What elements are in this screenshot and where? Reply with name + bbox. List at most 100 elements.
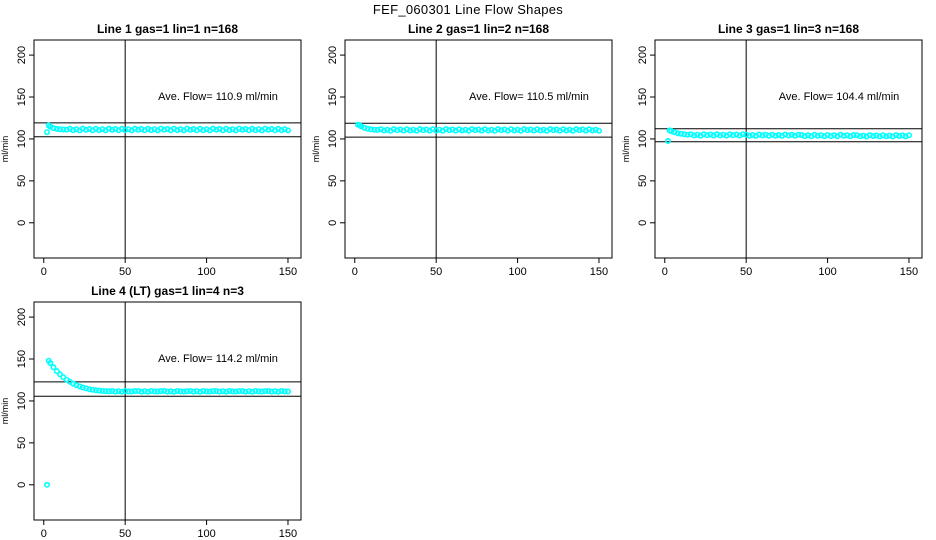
data-point xyxy=(141,388,148,395)
data-point xyxy=(275,388,282,395)
x-tick-label: 100 xyxy=(197,266,215,278)
data-point xyxy=(83,126,90,133)
data-point xyxy=(200,127,207,134)
y-tick-label: 200 xyxy=(637,46,649,64)
data-point xyxy=(700,131,707,138)
data-point xyxy=(174,387,181,394)
plot-frame xyxy=(33,39,302,259)
data-point xyxy=(180,388,187,395)
data-point xyxy=(563,127,570,134)
data-point xyxy=(50,364,57,371)
data-point xyxy=(47,359,54,366)
data-point xyxy=(223,388,230,395)
y-tick-label: 50 xyxy=(327,175,339,187)
data-point xyxy=(281,388,288,395)
data-point xyxy=(135,387,142,394)
data-point xyxy=(213,126,220,133)
data-point xyxy=(187,126,194,133)
ave-flow-annotation: Ave. Flow= 110.5 ml/min xyxy=(469,91,589,103)
data-point xyxy=(145,388,152,395)
data-point xyxy=(775,132,782,139)
data-point xyxy=(268,388,275,395)
y-tick-label: 0 xyxy=(637,220,649,226)
data-point xyxy=(226,387,233,394)
data-point xyxy=(219,388,226,395)
y-axis-label: ml/min xyxy=(0,136,10,163)
y-tick-label: 200 xyxy=(327,46,339,64)
data-point xyxy=(262,388,269,395)
ave-flow-annotation: Ave. Flow= 110.9 ml/min xyxy=(158,91,278,103)
data-point xyxy=(226,127,233,134)
data-point xyxy=(232,388,239,395)
data-point xyxy=(749,132,756,139)
data-point xyxy=(206,388,213,395)
data-point xyxy=(161,387,168,394)
data-point xyxy=(102,388,109,395)
data-point xyxy=(109,387,116,394)
data-point xyxy=(70,127,77,134)
y-tick-label: 50 xyxy=(637,175,649,187)
data-point xyxy=(905,132,912,139)
data-point xyxy=(707,131,714,138)
data-point xyxy=(746,132,753,139)
x-tick-label: 150 xyxy=(279,528,297,540)
data-point xyxy=(896,133,903,140)
data-point xyxy=(43,129,50,136)
x-tick-label: 0 xyxy=(41,528,47,540)
y-tick-label: 200 xyxy=(16,46,28,64)
data-point xyxy=(818,132,825,139)
y-tick-label: 50 xyxy=(16,175,28,187)
data-point xyxy=(148,387,155,394)
y-tick-label: 100 xyxy=(16,130,28,148)
data-point xyxy=(720,131,727,138)
subplot-2: 0 50 100 150 0 50 100 150 200 ml/min Line 2 gas=1 … xyxy=(311,22,613,278)
data-point xyxy=(151,388,158,395)
y-tick-label: 150 xyxy=(327,88,339,106)
subplot-1: 0 50 100 150 0 50 100 150 200 ml/min Line 1 gas=1 … xyxy=(0,22,302,278)
x-tick-label: 50 xyxy=(740,266,752,278)
x-tick-label: 0 xyxy=(662,266,668,278)
data-point xyxy=(782,131,789,138)
data-point xyxy=(511,127,518,134)
data-point xyxy=(420,127,427,134)
subplot-3: 0 50 100 150 0 50 100 150 200 ml/min Line 3 gas=1 … xyxy=(621,22,923,278)
data-point xyxy=(459,127,466,134)
data-point xyxy=(566,126,573,133)
data-point xyxy=(892,132,899,139)
data-point xyxy=(472,127,479,134)
data-point xyxy=(89,386,96,393)
y-tick-label: 0 xyxy=(16,220,28,226)
x-tick-label: 100 xyxy=(197,528,215,540)
data-point xyxy=(883,133,890,140)
data-point xyxy=(242,388,249,395)
data-point xyxy=(252,127,259,134)
data-point xyxy=(128,388,135,395)
data-point xyxy=(795,131,802,138)
data-point xyxy=(717,132,724,139)
data-point xyxy=(122,127,129,134)
data-point xyxy=(154,388,161,395)
data-point xyxy=(446,127,453,134)
data-point xyxy=(866,132,873,139)
figure-title: FEF_060301 Line Flow Shapes xyxy=(372,2,564,17)
data-point xyxy=(831,132,838,139)
data-point xyxy=(371,126,378,133)
x-tick-label: 150 xyxy=(900,266,918,278)
y-tick-label: 150 xyxy=(16,88,28,106)
data-point xyxy=(184,388,191,395)
data-point xyxy=(726,131,733,138)
data-point xyxy=(249,388,256,395)
data-point xyxy=(860,132,867,139)
data-point xyxy=(56,126,63,133)
data-point xyxy=(99,387,106,394)
data-point xyxy=(203,388,210,395)
data-point xyxy=(96,127,103,134)
data-point xyxy=(187,387,194,394)
data-point xyxy=(164,388,171,395)
y-tick-label: 100 xyxy=(637,130,649,148)
data-point xyxy=(756,131,763,138)
data-point xyxy=(53,368,60,375)
data-point xyxy=(92,387,99,394)
data-point xyxy=(86,386,93,393)
